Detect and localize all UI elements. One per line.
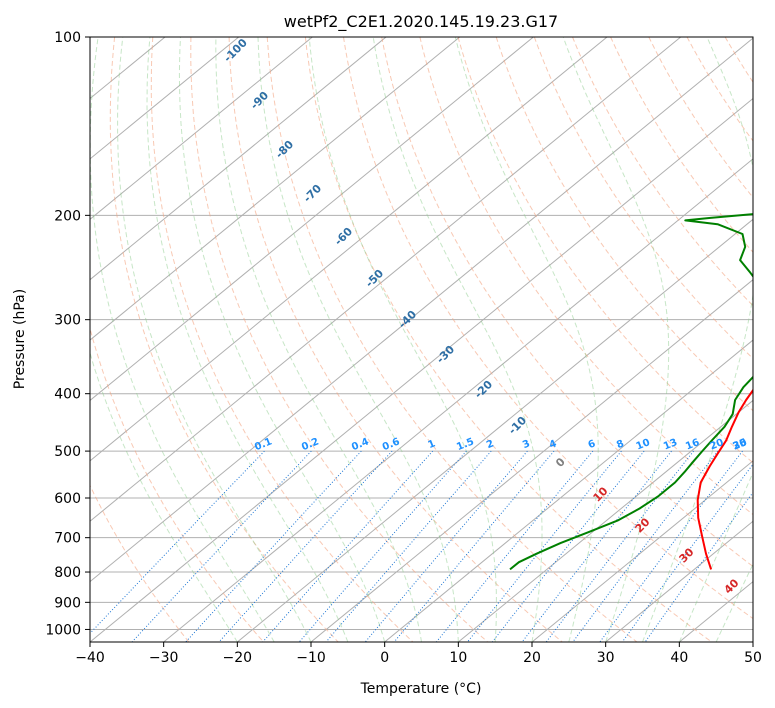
isotherm-line	[90, 37, 682, 522]
y-tick-label: 500	[54, 444, 81, 460]
isotherm-line	[90, 37, 608, 462]
y-axis-ticks: 100 200 300 400 500 600 700 800 900 1000	[45, 30, 90, 638]
isotherm-line	[531, 460, 753, 642]
dry-adiabat-line	[304, 37, 712, 642]
isotherm-line	[384, 339, 753, 642]
moist-adiabat-line	[117, 37, 312, 642]
mixing-ratio-line	[572, 450, 719, 642]
temperature-profile-line	[696, 388, 753, 570]
isotherm-line	[605, 520, 753, 642]
mixing-ratio-line	[90, 450, 265, 635]
mixing-ratio-label: 25	[732, 437, 749, 452]
moist-adiabat-line	[372, 37, 543, 642]
isotherm-line	[163, 158, 753, 642]
isotherm-line	[90, 97, 753, 642]
moist-adiabat-line	[90, 37, 275, 642]
mixing-ratio-label: 20	[708, 437, 725, 452]
x-tick-label: 0	[380, 650, 389, 666]
mixing-ratio-line	[436, 450, 594, 642]
isotherm-line	[90, 37, 240, 160]
dry-adiabat-line	[190, 37, 488, 642]
y-tick-label: 200	[54, 208, 81, 224]
dry-adiabat-line	[228, 37, 563, 642]
mixing-ratio-label: 36	[732, 437, 749, 452]
isotherm-line	[90, 37, 461, 341]
mixing-ratio-line	[393, 450, 555, 642]
y-axis-label: Pressure (hPa)	[12, 289, 28, 389]
moist-adiabat-line	[90, 351, 238, 642]
isotherm-line	[90, 37, 534, 402]
dewpoint-profile-line	[509, 213, 753, 571]
y-tick-label: 800	[54, 565, 81, 581]
mixing-ratio-line	[644, 491, 753, 642]
moist-adiabat-line	[178, 37, 386, 642]
mixing-ratio-label: 16	[684, 437, 701, 452]
y-tick-label: 900	[54, 595, 81, 611]
mixing-ratio-line	[185, 450, 362, 642]
mixing-ratio-label: 4	[548, 438, 559, 451]
x-tick-label: −40	[75, 650, 105, 666]
isotherm-line	[237, 218, 753, 642]
x-tick-label: −30	[149, 650, 179, 666]
mixing-ratio-label: 8	[615, 438, 626, 451]
sounding-series	[509, 213, 753, 571]
moist-adiabat-line	[146, 37, 349, 642]
mixing-ratio-label: 2	[485, 438, 496, 451]
plot-frame	[89, 36, 754, 643]
x-tick-label: 30	[597, 650, 615, 666]
x-tick-label: −10	[296, 650, 326, 666]
moist-adiabat-line	[215, 37, 422, 642]
x-axis-label: Temperature (°C)	[360, 681, 482, 697]
moist-adiabat-line	[454, 37, 599, 642]
dry-adiabat-line	[343, 37, 753, 620]
x-tick-label: −20	[223, 650, 253, 666]
y-tick-label: 700	[54, 531, 81, 547]
y-tick-label: 300	[54, 313, 81, 329]
mixing-ratio-lines	[90, 450, 753, 642]
moist-adiabat-line	[562, 37, 670, 642]
dry-adiabat-line	[266, 37, 638, 642]
mixing-ratio-label: 3	[521, 438, 532, 451]
moist-adiabat-line	[308, 37, 497, 642]
dry-adiabat-line	[90, 326, 264, 642]
mixing-ratio-label: 13	[662, 437, 679, 452]
moist-adiabat-line	[678, 471, 753, 642]
mixing-ratio-line	[599, 450, 743, 642]
x-tick-label: 20	[523, 650, 541, 666]
mixing-ratio-label: 6	[587, 438, 598, 451]
mixing-ratio-label: 10	[635, 437, 652, 452]
y-tick-label: 400	[54, 387, 81, 403]
dry-adiabat-line	[90, 484, 190, 642]
x-tick-label: 40	[670, 650, 688, 666]
y-tick-label: 1000	[45, 622, 81, 638]
mixing-ratio-label: 30	[732, 437, 749, 452]
mixing-ratio-line	[364, 450, 528, 642]
mixing-ratio-label: 1	[426, 438, 437, 451]
dry-adiabat-line	[572, 37, 753, 307]
mixing-ratio-line	[621, 463, 753, 642]
y-tick-label: 600	[54, 491, 81, 507]
moist-adiabats	[90, 37, 753, 642]
dry-adiabat-line	[381, 37, 753, 568]
dry-adiabat-line	[457, 37, 753, 464]
isotherm-line	[90, 37, 313, 220]
x-axis-ticks: −40 −30 −20 −10 0 10 20 30 40 50	[75, 642, 762, 666]
moist-adiabat-line	[257, 37, 459, 642]
isotherm-line	[90, 37, 753, 583]
dry-adiabat-line	[109, 37, 339, 642]
y-tick-label: 100	[54, 30, 81, 46]
dry-adiabat-line	[150, 37, 414, 642]
isotherm-line	[458, 399, 753, 642]
chart-title: wetPf2_C2E1.2020.145.19.23.G17	[284, 12, 558, 32]
mixing-ratio-line	[298, 450, 467, 642]
mixing-ratio-line	[325, 450, 492, 642]
isotherm-line	[90, 37, 387, 281]
x-tick-label: 10	[449, 650, 467, 666]
x-tick-label: 50	[744, 650, 762, 666]
mixing-ratio-line	[491, 450, 645, 642]
dry-adiabats	[90, 37, 753, 642]
